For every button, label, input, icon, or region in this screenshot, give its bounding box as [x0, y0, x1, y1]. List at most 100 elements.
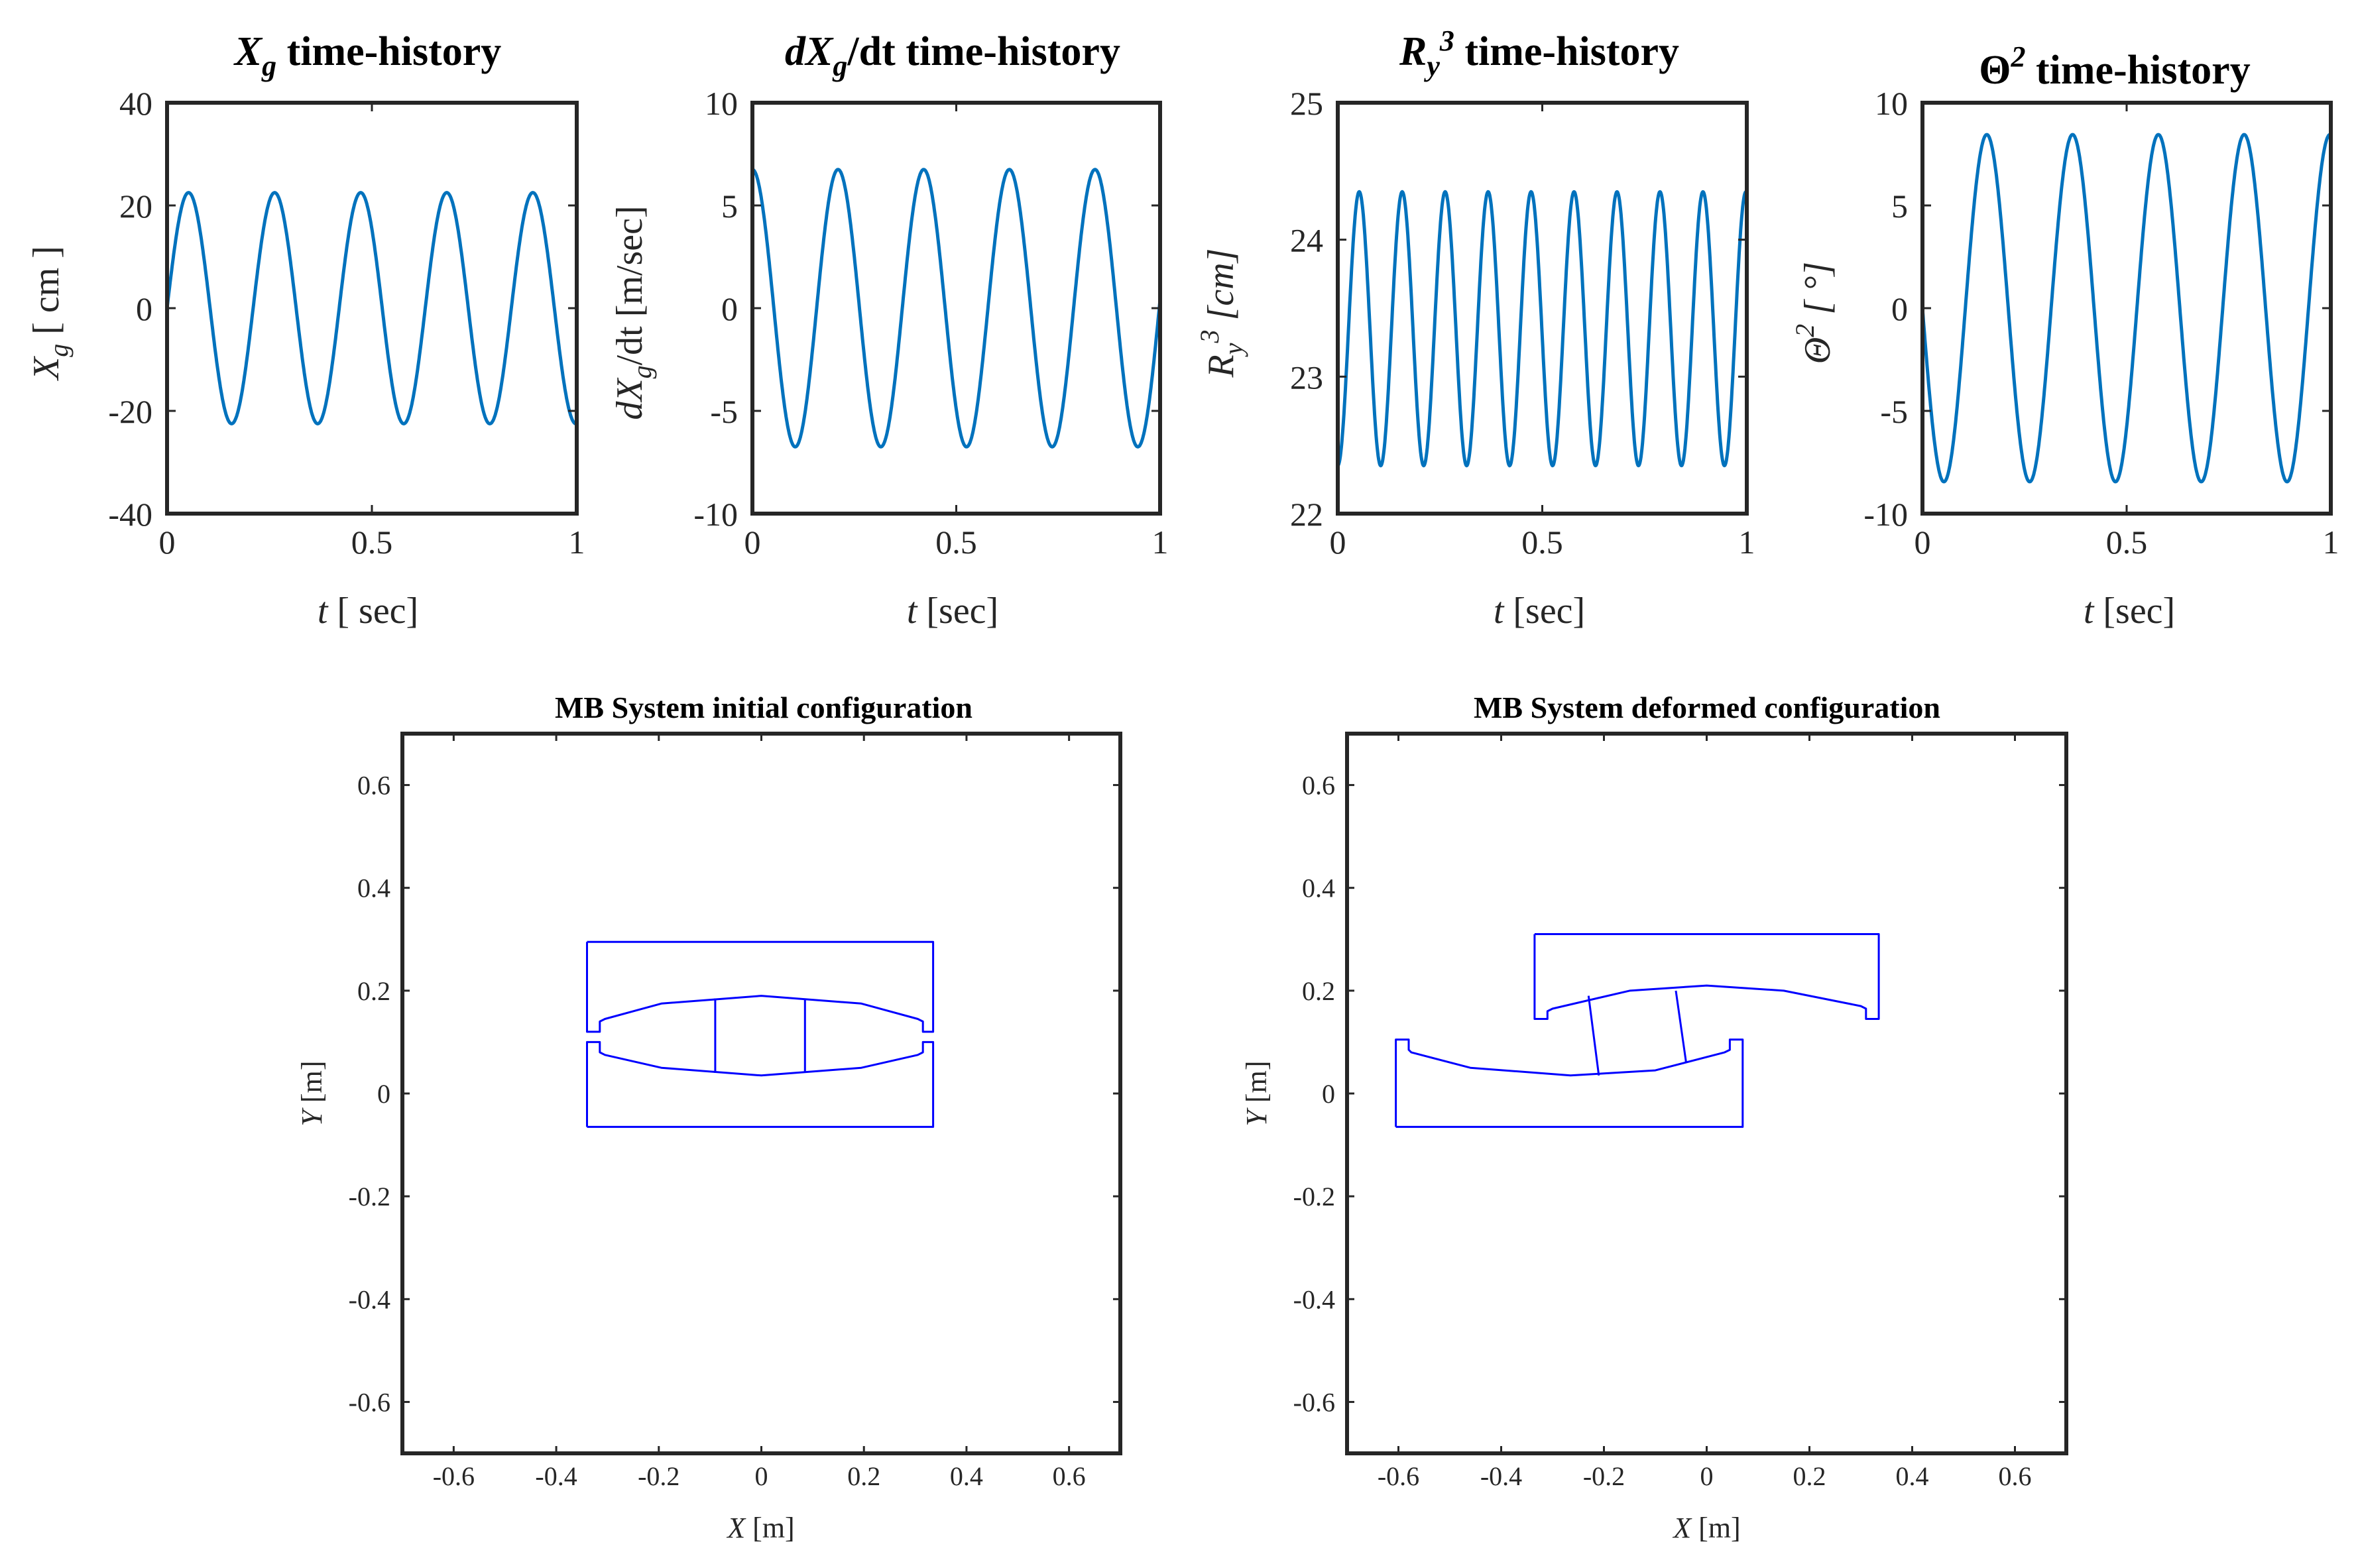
panel-ry3-ylabel: Ry3 [cm] — [1195, 249, 1248, 378]
y-tick-label: 5 — [721, 188, 738, 225]
panel-theta2-plot: 0 0.5 1 10 5 0 -5 -10 — [1863, 85, 2339, 561]
x-tick-label: 0.6 — [1053, 1461, 1086, 1491]
y-tick-label: 0.6 — [357, 771, 390, 801]
series-line-upper-plate — [586, 940, 935, 1033]
panel-dxg-ylabel: dXg/dt [m/sec] — [609, 205, 657, 420]
panel-mb-initial-ylabel: Y [m] — [296, 1060, 328, 1126]
series-line-dxg-dt — [751, 168, 1162, 449]
panel-mb-initial-xlabel: X [m] — [726, 1512, 794, 1544]
y-tick-label: 0.6 — [1302, 771, 1335, 801]
y-tick-label: 0 — [1891, 290, 1908, 327]
series-line-lower-plate — [586, 1040, 935, 1128]
y-tick-label: 25 — [1290, 85, 1323, 122]
y-tick-label: -0.4 — [349, 1284, 390, 1314]
y-tick-label: 0 — [136, 290, 152, 327]
panel-dxg-plot: 0 0.5 1 10 5 0 -5 -10 — [693, 85, 1168, 561]
x-tick-label: 0.2 — [847, 1461, 880, 1491]
x-tick-label: -0.6 — [1378, 1461, 1419, 1491]
x-tick-label: -0.2 — [638, 1461, 679, 1491]
panel-ry3-title: Ry3 time-history — [1399, 25, 1679, 82]
panel-xg-ylabel: Xg [ cm ] — [26, 246, 74, 381]
panel-mb-deformed-ylabel: Y [m] — [1240, 1060, 1273, 1126]
x-tick-label: 0 — [744, 524, 761, 561]
axes-frame — [1920, 101, 2333, 516]
panel-dxg-title: dXg/dt time-history — [785, 29, 1120, 82]
plot-area — [402, 734, 1120, 1453]
y-tick-label: 0 — [377, 1079, 390, 1109]
y-tick-label: 10 — [1875, 85, 1908, 122]
plot-area — [167, 103, 577, 514]
y-tick-label: -20 — [108, 393, 152, 430]
y-tick-label: 10 — [705, 85, 738, 122]
axes-frame — [1336, 101, 1749, 516]
x-tick-label: 1 — [1739, 524, 1755, 561]
y-tick-label: 0.2 — [357, 976, 390, 1006]
y-tick-label: 40 — [119, 85, 152, 122]
x-tick-label: 0.4 — [950, 1461, 983, 1491]
x-tick-label: 0 — [159, 524, 176, 561]
x-tick-label: 0.5 — [1521, 524, 1563, 561]
panel-mb-deformed-plot: -0.6 -0.4 -0.2 0 0.2 0.4 0.6 0.6 0.4 0.2 0 -0.2 -0.4… — [1293, 732, 2068, 1491]
y-tick-label: 23 — [1290, 359, 1323, 396]
x-tick-label: 0.5 — [935, 524, 977, 561]
axes-frame — [400, 732, 1122, 1455]
y-tick-label: -0.6 — [349, 1387, 390, 1417]
y-tick-label: 0.4 — [1302, 873, 1335, 903]
y-tick-label: -10 — [693, 496, 738, 533]
plot-area — [1347, 734, 2066, 1453]
y-tick-label: -5 — [1880, 393, 1908, 430]
x-tick-label: 0 — [755, 1461, 768, 1491]
y-tick-label: 0 — [721, 290, 738, 327]
y-tick-label: 20 — [119, 188, 152, 225]
x-tick-label: 0.4 — [1896, 1461, 1929, 1491]
panel-xg-title: Xg time-history — [233, 29, 502, 82]
series-line--2 — [1920, 133, 2332, 484]
panel-xg-plot: 0 0.5 1 40 20 0 -20 -40 — [108, 85, 585, 561]
panel-ry3: Ry3 time-history 0 0.5 1 25 24 23 22 t [sec] R… — [1195, 25, 1755, 632]
panel-mb-deformed: MB System deformed configuration -0.6 -0.… — [1240, 691, 2068, 1544]
y-tick-label: 22 — [1290, 496, 1323, 533]
y-tick-label: 0 — [1322, 1079, 1335, 1109]
x-tick-label: 0.5 — [351, 524, 393, 561]
plot-area — [1922, 103, 2331, 514]
panel-dxg-xlabel: t [sec] — [907, 590, 998, 632]
y-tick-label: 24 — [1290, 222, 1323, 259]
panel-mb-deformed-xlabel: X [m] — [1672, 1512, 1740, 1544]
x-tick-label: -0.6 — [433, 1461, 475, 1491]
y-tick-label: -0.4 — [1293, 1284, 1335, 1314]
x-tick-label: 1 — [569, 524, 585, 561]
series-line-xg — [165, 191, 578, 425]
series-line-slider-left — [1587, 995, 1600, 1076]
axes-frame — [750, 101, 1162, 516]
y-tick-label: -40 — [108, 496, 152, 533]
y-tick-label: -0.2 — [349, 1182, 390, 1211]
panel-ry3-plot: 0 0.5 1 25 24 23 22 — [1290, 85, 1755, 561]
x-tick-label: 0.6 — [1999, 1461, 2032, 1491]
x-tick-label: 1 — [1152, 524, 1169, 561]
series-line-upper-plate — [1533, 933, 1880, 1020]
panel-theta2-ylabel: Θ2 [ °] — [1790, 262, 1838, 364]
x-tick-label: -0.4 — [535, 1461, 577, 1491]
y-tick-label: -0.2 — [1293, 1182, 1335, 1211]
x-tick-label: 0.5 — [2106, 524, 2148, 561]
x-tick-label: 0 — [1330, 524, 1346, 561]
panel-mb-deformed-title: MB System deformed configuration — [1474, 691, 1940, 724]
panel-xg-xlabel: t [ sec] — [318, 590, 418, 632]
x-tick-label: 0 — [1915, 524, 1931, 561]
panel-xg: Xg time-history 0 0.5 1 40 20 0 -20 -40 t [ sec… — [26, 29, 585, 632]
panel-mb-initial-plot: -0.6 -0.4 -0.2 0 0.2 0.4 0.6 0.6 0.4 0.2 0 -0.2 -0.4… — [349, 732, 1122, 1491]
axes-frame — [165, 101, 579, 516]
y-tick-label: -0.6 — [1293, 1387, 1335, 1417]
y-tick-label: -10 — [1863, 496, 1908, 533]
panel-mb-initial-title: MB System initial configuration — [555, 691, 973, 724]
panel-dxg: dXg/dt time-history 0 0.5 1 10 5 0 -5 -10 t [se… — [609, 29, 1169, 632]
panel-theta2: Θ2 time-history 0 0.5 1 10 5 0 -5 -10 t [sec] Θ… — [1790, 40, 2339, 632]
series-line-slider-right — [1675, 990, 1687, 1063]
plot-area — [752, 103, 1160, 514]
x-tick-label: 0.2 — [1793, 1461, 1826, 1491]
x-tick-label: 1 — [2323, 524, 2339, 561]
x-tick-label: -0.2 — [1583, 1461, 1625, 1491]
x-tick-label: -0.4 — [1480, 1461, 1522, 1491]
panel-theta2-title: Θ2 time-history — [1979, 40, 2250, 93]
